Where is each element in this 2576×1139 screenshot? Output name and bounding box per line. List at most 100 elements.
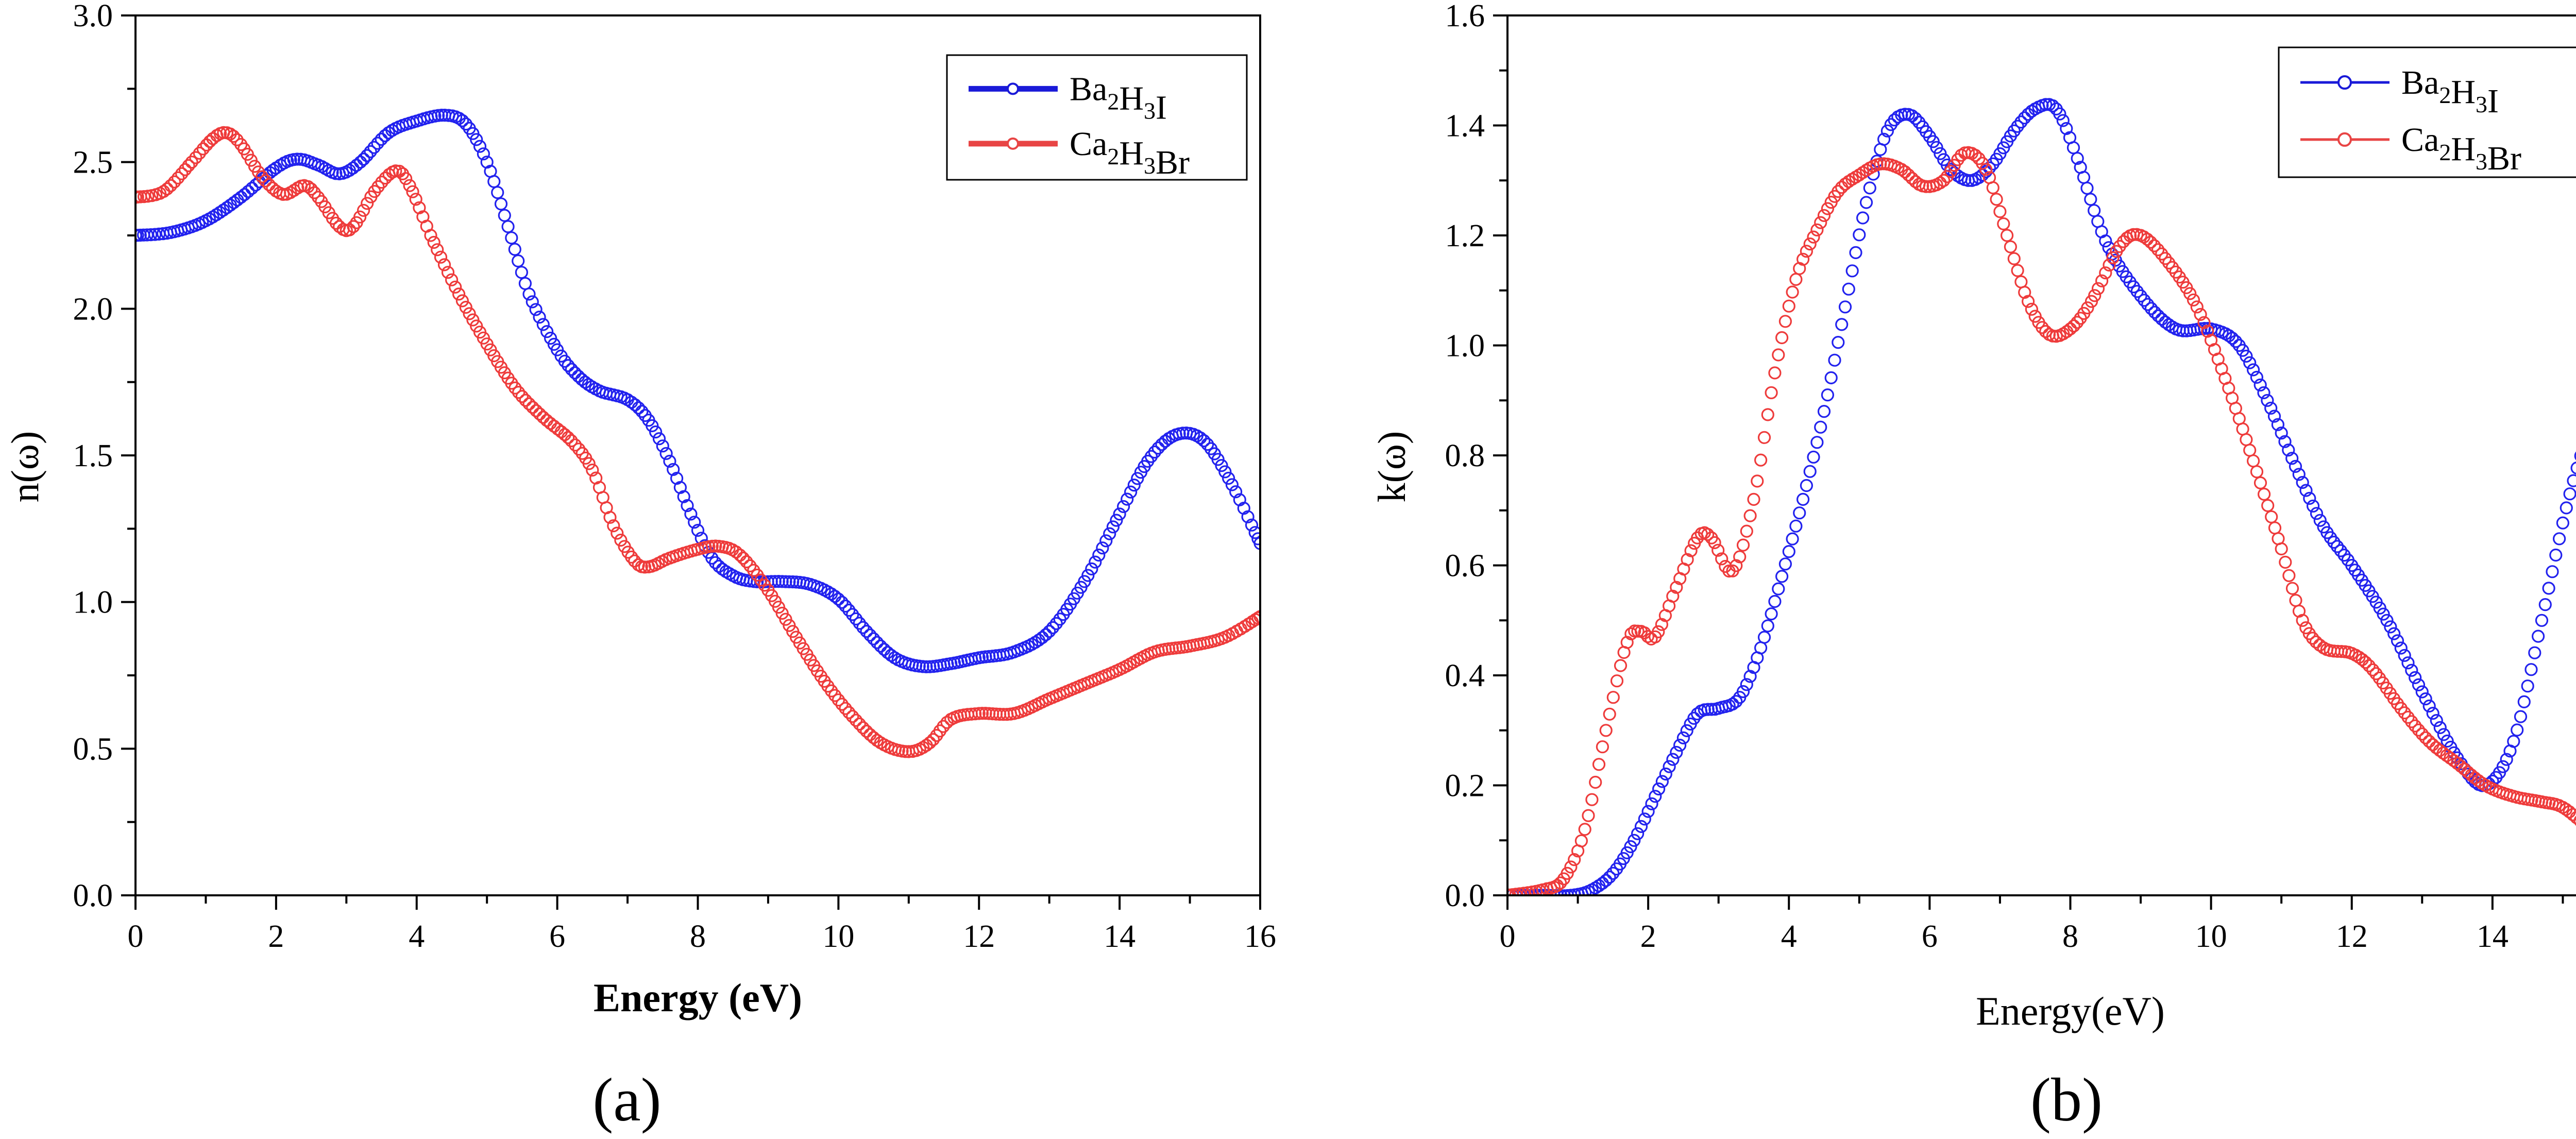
data-point	[2560, 501, 2573, 515]
data-point	[2422, 699, 2436, 713]
data-point	[2292, 468, 2306, 481]
data-point	[860, 724, 873, 738]
data-point	[1772, 582, 1785, 596]
data-point	[2426, 706, 2439, 720]
data-point	[1081, 569, 1095, 582]
data-point	[1110, 514, 1123, 527]
data-point	[565, 434, 578, 448]
data-point	[2134, 289, 2147, 303]
data-point	[1797, 492, 1810, 506]
data-point	[1245, 518, 1259, 532]
data-point	[1768, 594, 1782, 608]
data-point	[1736, 685, 1750, 699]
legend-label: Ca2H3Br	[2401, 121, 2521, 177]
data-point	[1215, 458, 1228, 472]
data-point	[477, 147, 490, 161]
data-point	[2194, 308, 2207, 321]
data-point	[1540, 889, 1553, 895]
data-point	[487, 175, 501, 188]
data-point	[491, 186, 504, 199]
data-point	[164, 179, 178, 192]
data-point	[2282, 569, 2296, 582]
data-point	[2500, 753, 2513, 766]
data-point	[1124, 485, 1138, 499]
data-point	[508, 243, 521, 256]
data-point	[2250, 465, 2264, 479]
data-point	[1620, 846, 1634, 860]
data-point	[2496, 760, 2510, 773]
data-point	[1564, 889, 1578, 895]
data-point	[2190, 300, 2204, 314]
data-point	[940, 716, 954, 729]
data-point	[1859, 196, 1873, 209]
legend-label: Ba2H3I	[2401, 64, 2499, 120]
data-point	[688, 516, 701, 529]
data-point	[2419, 731, 2432, 744]
data-point	[2099, 234, 2112, 248]
panel-label-a: (a)	[592, 1065, 661, 1134]
data-point	[1768, 366, 1782, 380]
data-point	[1743, 509, 1757, 522]
data-point	[870, 636, 884, 649]
data-point	[2391, 634, 2404, 648]
data-point	[656, 439, 669, 453]
data-point	[975, 707, 989, 720]
data-point	[2405, 715, 2418, 728]
data-point	[691, 523, 705, 537]
data-point	[519, 394, 532, 407]
data-point	[677, 490, 690, 503]
data-point	[839, 702, 852, 715]
data-point	[646, 419, 659, 433]
y-axis-title-a: n(ω)	[4, 431, 47, 503]
data-point	[923, 736, 937, 750]
data-point	[2011, 264, 2024, 277]
data-point	[1241, 510, 1255, 523]
data-point	[2025, 302, 2038, 316]
y-tick-label: 0.2	[1445, 769, 1485, 804]
data-point	[2377, 607, 2390, 621]
data-point	[1631, 827, 1645, 840]
data-point	[2567, 474, 2576, 487]
data-point	[1765, 607, 1778, 621]
data-point	[1614, 659, 1628, 672]
data-point	[2036, 321, 2049, 334]
data-point	[1838, 300, 1852, 314]
data-point	[2099, 266, 2112, 280]
data-point	[2412, 678, 2426, 692]
data-point	[185, 156, 198, 169]
legend-marker	[2337, 132, 2352, 147]
data-point	[1676, 731, 1690, 745]
data-point	[1592, 758, 1606, 771]
data-point	[2426, 738, 2439, 752]
data-point	[2570, 462, 2576, 474]
data-point	[1513, 887, 1527, 895]
data-point	[2063, 322, 2077, 336]
data-point	[227, 129, 240, 143]
data-point	[860, 624, 873, 638]
data-point	[2521, 679, 2534, 693]
data-point	[835, 698, 849, 711]
data-point	[1663, 760, 1676, 773]
data-point	[2106, 251, 2120, 264]
legend-label: Ba2H3I	[1070, 70, 1167, 126]
data-point	[533, 407, 547, 421]
x-tick-label: 4	[409, 919, 425, 954]
data-point	[842, 706, 856, 719]
data-point	[736, 551, 750, 565]
data-point	[1715, 552, 1728, 566]
data-point	[406, 185, 419, 198]
data-point	[526, 295, 539, 309]
data-point	[2014, 115, 2028, 129]
data-point	[1624, 840, 1637, 854]
data-point	[625, 550, 638, 564]
data-point	[1670, 581, 1683, 594]
data-point	[2271, 418, 2284, 431]
data-point	[1561, 866, 1574, 880]
data-point	[2549, 548, 2563, 562]
panel-b-chart: 02468101214160.00.20.40.60.81.01.21.41.6…	[1370, 0, 2576, 1134]
data-point	[2553, 532, 2566, 546]
data-point	[1151, 441, 1165, 455]
data-point	[2419, 692, 2432, 706]
data-point	[2409, 671, 2422, 685]
